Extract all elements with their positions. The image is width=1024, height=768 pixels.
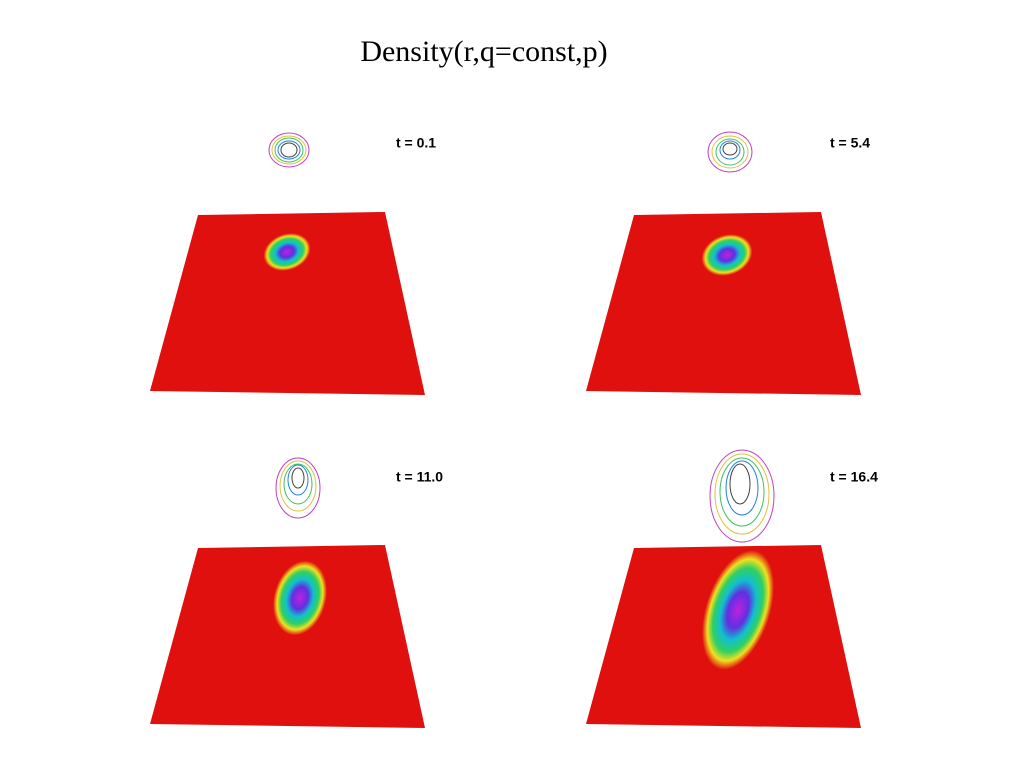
time-label: t = 0.1: [396, 135, 436, 151]
density-plane: [586, 212, 861, 395]
density-peak: [701, 234, 753, 276]
time-label: t = 11.0: [396, 469, 443, 485]
time-label: t = 5.4: [830, 135, 870, 151]
panel: t = 5.4: [586, 131, 870, 395]
panel: t = 16.4: [586, 449, 878, 728]
panel: t = 11.0: [150, 457, 443, 728]
density-peak: [273, 560, 327, 636]
panel: t = 0.1: [150, 132, 436, 395]
density-peak: [702, 550, 774, 670]
time-label: t = 16.4: [830, 469, 878, 485]
density-peak: [263, 233, 311, 271]
contours: [268, 132, 310, 168]
contours: [707, 131, 753, 173]
contours: [275, 457, 321, 519]
contours: [709, 449, 775, 543]
density-plane: [150, 212, 425, 395]
slide-title: Density(r,q=const,p): [360, 35, 607, 68]
density-plane: [150, 545, 425, 728]
